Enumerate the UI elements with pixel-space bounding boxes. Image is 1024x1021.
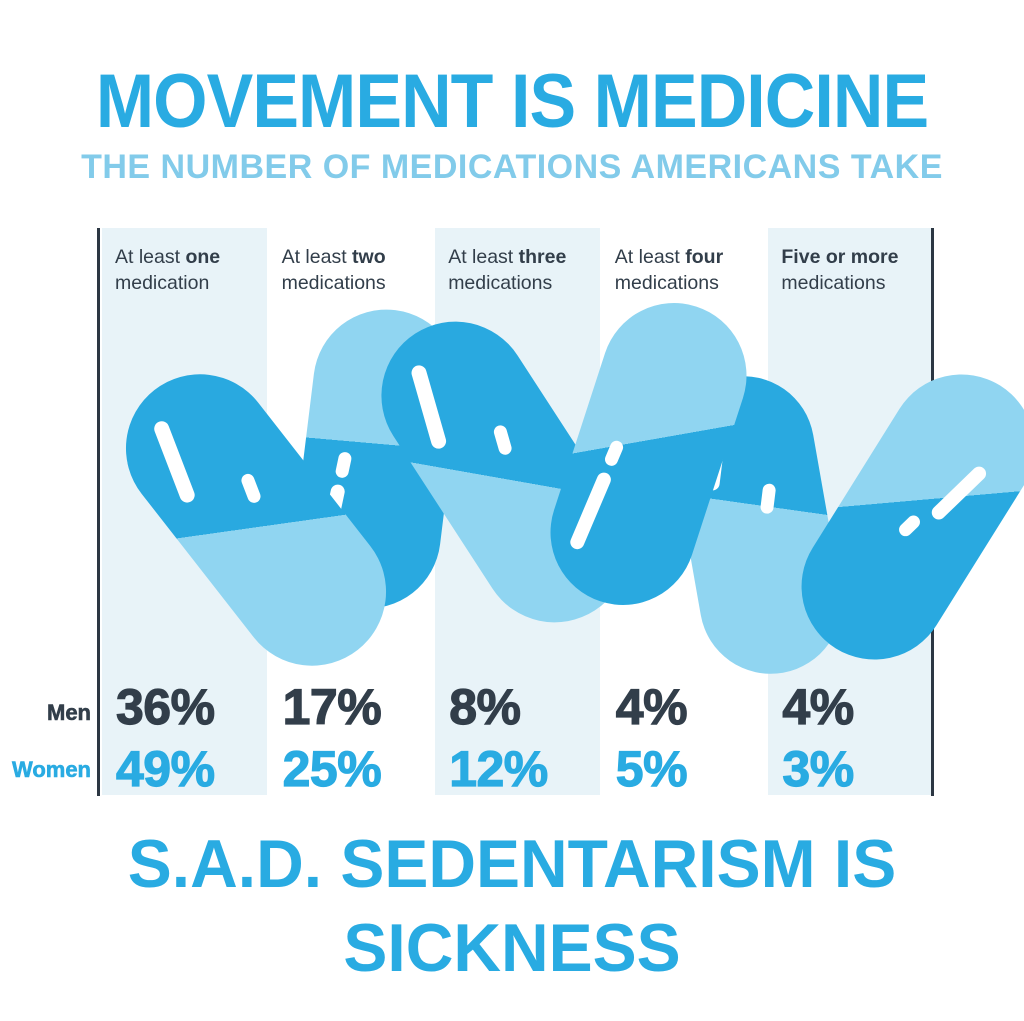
footer-line-1: S.A.D. SEDENTARISM IS [127, 826, 897, 902]
gloss-highlight [567, 470, 613, 552]
women-value: 5% [615, 740, 688, 797]
gloss-highlight [928, 463, 989, 522]
gloss-highlight [602, 438, 625, 468]
footer-headline: S.A.D. SEDENTARISM IS SICKNESS [15, 822, 1008, 990]
gloss-highlight [239, 472, 263, 505]
men-row-label: Men [47, 700, 92, 726]
left-axis-line [97, 228, 100, 796]
column-header: At least four medications [614, 246, 724, 294]
women-value: 25% [282, 740, 382, 797]
column-header: At least two medications [281, 246, 386, 294]
gloss-highlight [896, 512, 923, 539]
women-value: 3% [782, 740, 855, 797]
men-value: 4% [782, 678, 855, 735]
column-header: At least one medication [115, 246, 221, 294]
gloss-highlight [759, 483, 776, 515]
column-header: At least three medications [448, 246, 567, 294]
women-row-label: Women [11, 757, 92, 783]
footer-line-2: SICKNESS [343, 910, 681, 986]
men-value: 17% [282, 678, 382, 735]
men-value: 8% [449, 678, 522, 735]
women-value: 49% [115, 740, 215, 797]
column-header: Five or more medications [781, 246, 899, 294]
men-value: 36% [115, 678, 215, 735]
men-value: 4% [615, 678, 688, 735]
gloss-highlight [410, 363, 449, 451]
page-subtitle: THE NUMBER OF MEDICATIONS AMERICANS TAKE [81, 148, 943, 186]
women-value: 12% [449, 740, 549, 797]
gloss-highlight [152, 419, 198, 505]
gloss-highlight [492, 424, 514, 457]
gloss-highlight [334, 450, 353, 479]
page-title: MOVEMENT IS MEDICINE [95, 59, 929, 144]
chart-band: At least one medication 36% 49% At least two… [96, 228, 1024, 798]
